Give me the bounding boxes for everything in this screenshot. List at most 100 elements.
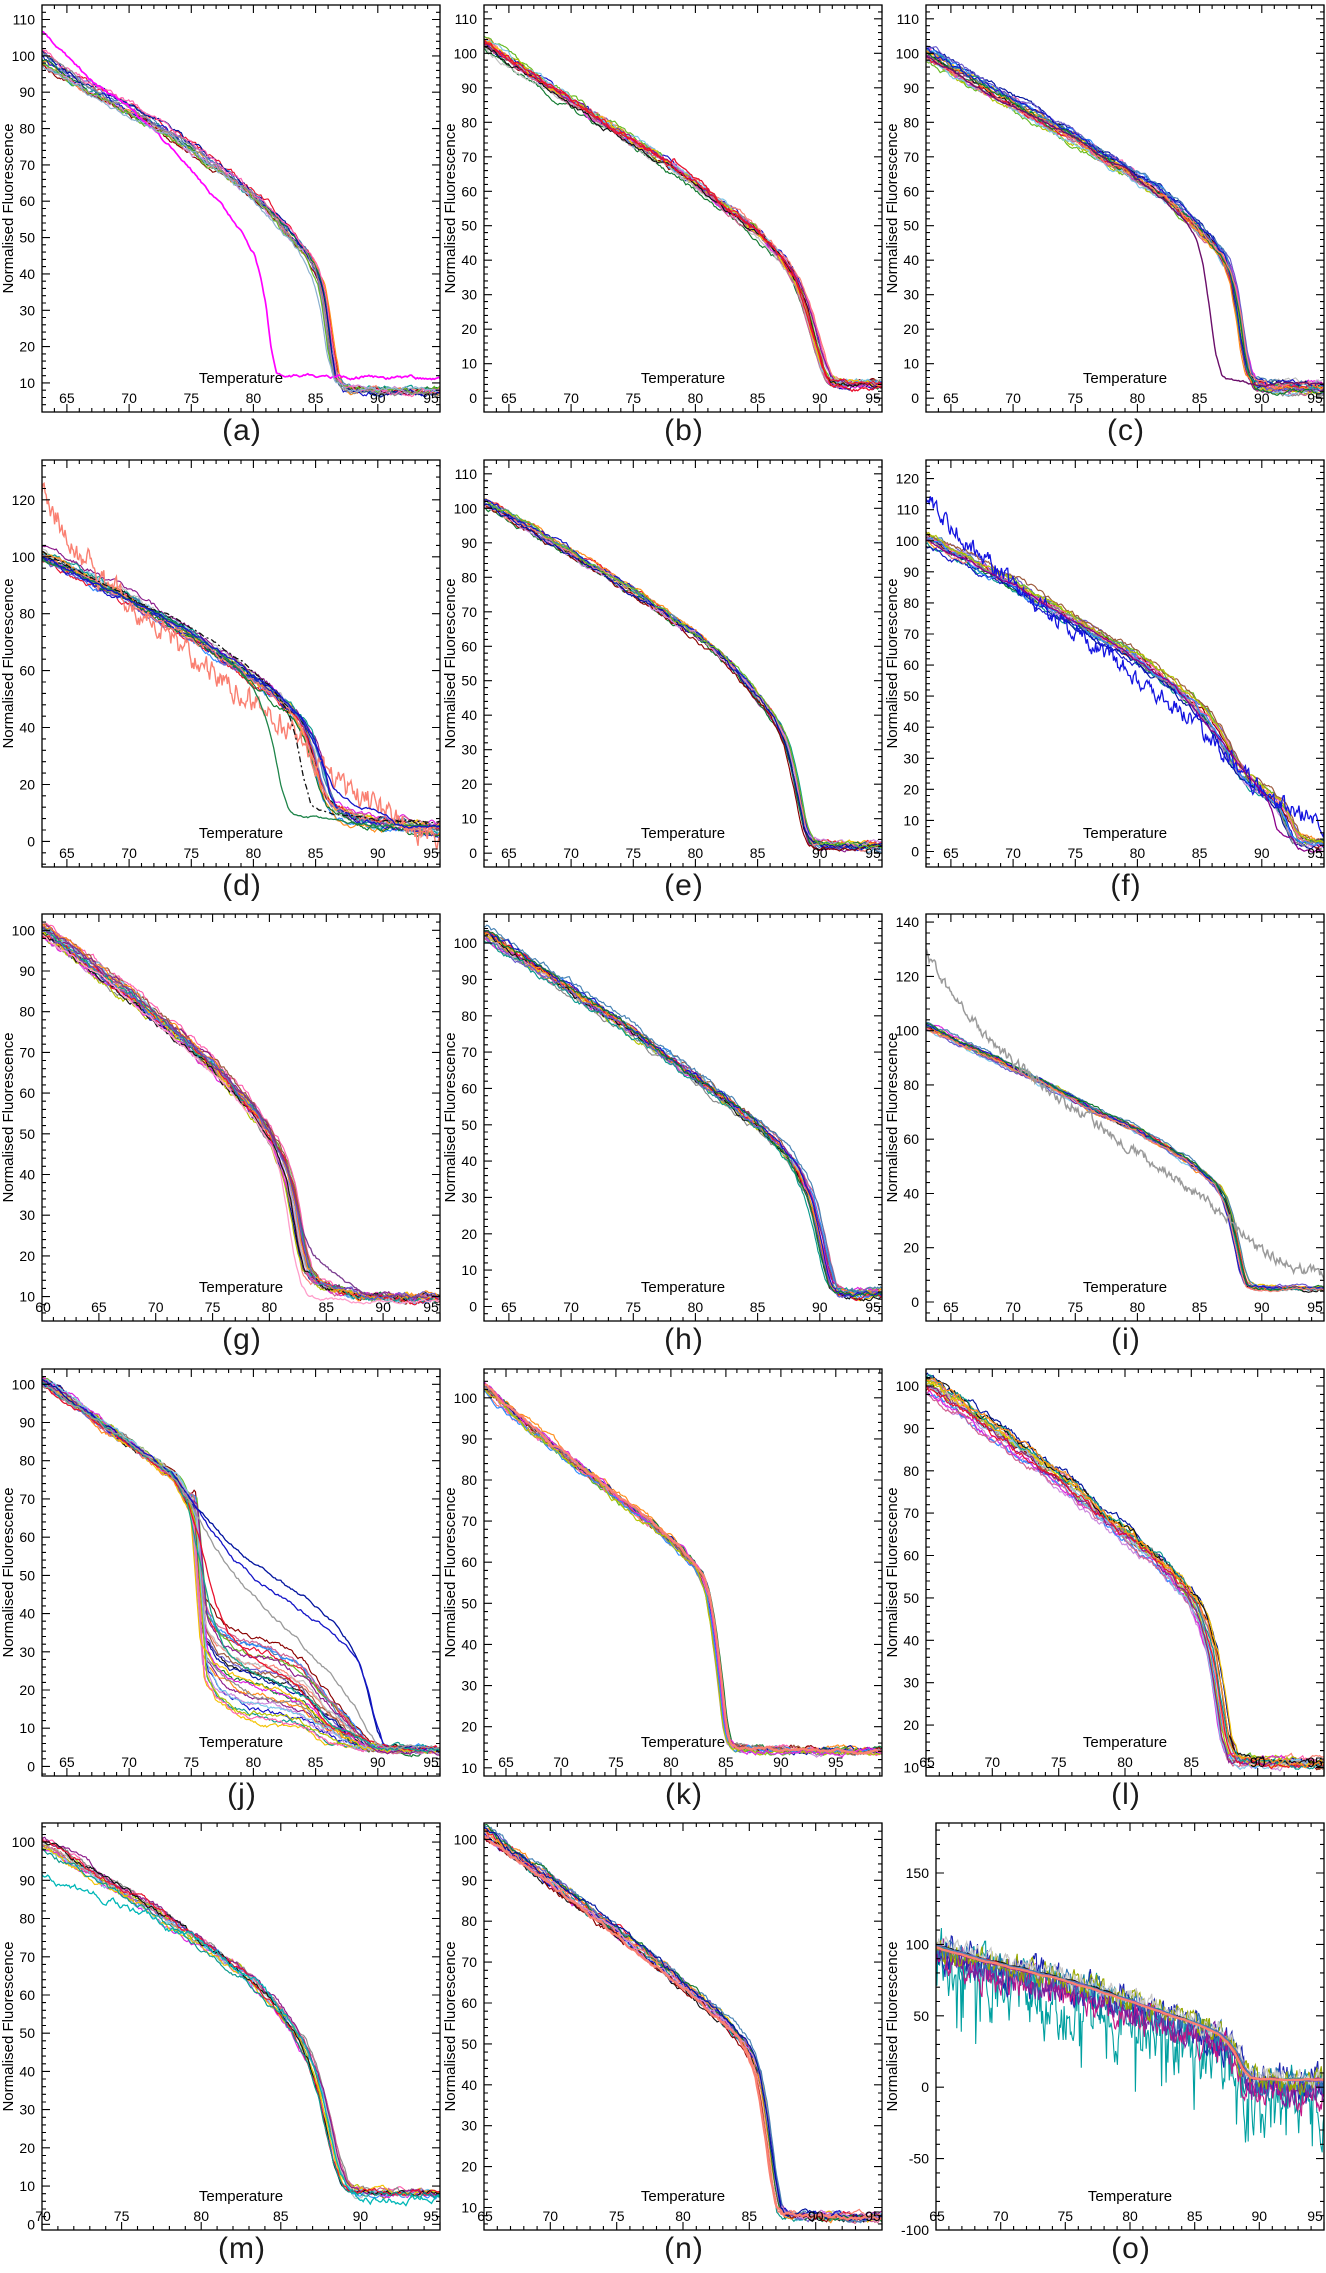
x-axis-title: Temperature [199,1279,283,1296]
curve [926,45,1324,396]
curve [42,30,440,381]
y-tick-label: 60 [19,193,35,209]
x-tick-label: 85 [308,845,324,861]
y-tick-label: 20 [19,339,35,355]
y-tick-label: 20 [19,776,35,792]
y-tick-label: 0 [27,1758,35,1774]
curve [42,1379,440,1755]
y-tick-label: 40 [19,719,35,735]
x-tick-label: 65 [59,1754,75,1770]
panel-label-g: (g) [222,1323,262,1357]
x-tick-label: 90 [812,390,828,406]
x-tick-label: 85 [750,390,766,406]
chart-d: 0 20 40 60 80 100 120 65 70 75 80 85 90 95 Temperature… [0,454,442,873]
y-axis-title: Normalised Fluorescence [0,1942,17,2112]
y-axis-title: Normalised Fluorescence [884,1942,901,2112]
y-tick-label: 10 [461,2200,477,2216]
y-tick-label: 80 [903,594,919,610]
y-tick-label: 70 [903,626,919,642]
y-tick-label: 0 [469,1299,477,1315]
y-tick-label: 30 [903,287,919,303]
x-tick-label: 80 [262,1299,278,1315]
panel-label-m: (m) [218,2232,266,2266]
x-tick-label: 95 [423,845,439,861]
x-tick-label: 75 [1068,1299,1084,1315]
x-tick-label: 95 [423,1299,439,1315]
y-tick-label: 10 [461,356,477,372]
x-tick-label: 95 [865,1299,881,1315]
x-tick-label: 90 [370,1754,386,1770]
y-tick-label: 40 [19,2064,35,2080]
x-tick-label: 90 [370,390,386,406]
curve [42,557,440,838]
y-tick-label: 20 [903,781,919,797]
y-tick-label: 40 [903,252,919,268]
x-tick-label: 80 [1130,390,1146,406]
chart-h: 0 10 20 30 40 50 60 70 80 90 100 65 70 75 80 85 90 95 Temp… [442,909,884,1328]
x-tick-label: 80 [688,845,704,861]
panel-e: 0 10 20 30 40 50 60 70 80 90 100 110 65 70 75 80 85 90 95 T… [442,454,884,909]
y-tick-label: 50 [19,1126,35,1142]
y-tick-label: 50 [461,672,477,688]
curve [484,929,882,1298]
curve [484,505,882,852]
axis-frame [41,1822,441,2232]
y-tick-label: 20 [461,2159,477,2175]
axis-ticks [41,459,441,867]
y-tick-label: 70 [461,1954,477,1970]
y-tick-label: 40 [19,1167,35,1183]
x-tick-label: 65 [501,390,517,406]
x-tick-label: 85 [273,2208,289,2224]
y-tick-label: 40 [903,719,919,735]
x-tick-label: 80 [246,390,262,406]
y-tick-label: 20 [19,2140,35,2156]
curve [484,1838,882,2223]
y-tick-label: 50 [19,1567,35,1583]
panel-f: 0 10 20 30 40 50 60 70 80 90 100 110 120 65 70 75 80 85 90… [884,454,1326,909]
y-tick-label: 90 [903,80,919,96]
y-tick-label: 40 [461,252,477,268]
y-tick-label: -100 [901,2222,929,2236]
panel-b: 0 10 20 30 40 50 60 70 80 90 100 110 65 70 75 80 85 90 95 T… [442,0,884,454]
y-tick-label: 60 [19,1529,35,1545]
chart-k: 10 20 30 40 50 60 70 80 90 100 65 70 75 80 85 90 95 Tempe… [442,1363,884,1782]
curve [484,1827,882,2222]
x-tick-label: 65 [501,1299,517,1315]
y-tick-label: 80 [19,1911,35,1927]
x-tick-label: 95 [865,845,881,861]
panel-label-n: (n) [664,2232,704,2266]
x-tick-label: 95 [423,2208,439,2224]
x-tick-label: 90 [1252,2208,1268,2224]
panel-c: 0 10 20 30 40 50 60 70 80 90 100 110 65 70 75 80 85 90 95 T… [884,0,1326,454]
y-tick-label: 80 [19,605,35,621]
axis-ticks [41,913,441,1322]
x-tick-label: 70 [35,2208,51,2224]
y-tick-label: 100 [896,1023,920,1039]
y-tick-label: 60 [903,657,919,673]
y-tick-label: 0 [27,833,35,849]
axis-ticks [483,459,883,868]
y-tick-label: 10 [461,1262,477,1278]
y-tick-label: 140 [896,914,920,930]
axis-ticks [925,4,1325,413]
y-tick-label: 70 [19,1949,35,1965]
x-tick-label: 65 [498,1754,514,1770]
curve [484,924,882,1294]
x-tick-label: 95 [865,390,881,406]
x-tick-label: 85 [1184,1754,1200,1770]
y-tick-label: 20 [19,1248,35,1264]
y-tick-label: 30 [461,741,477,757]
y-tick-label: 60 [461,1081,477,1097]
x-tick-label: 85 [308,1754,324,1770]
y-tick-label: 90 [461,1873,477,1889]
x-tick-label: 70 [1005,845,1021,861]
y-tick-label: 40 [903,1632,919,1648]
curve [926,47,1324,387]
y-tick-label: 30 [903,750,919,766]
x-tick-label: 65 [501,845,517,861]
x-tick-label: 75 [1051,1754,1067,1770]
panel-label-d: (d) [222,868,262,902]
curve [42,61,440,396]
panel-i: 0 20 40 60 80 100 120 140 65 70 75 80 85 90 95 Temperat… [884,909,1326,1363]
y-axis-title: Normalised Fluorescence [884,1033,901,1203]
